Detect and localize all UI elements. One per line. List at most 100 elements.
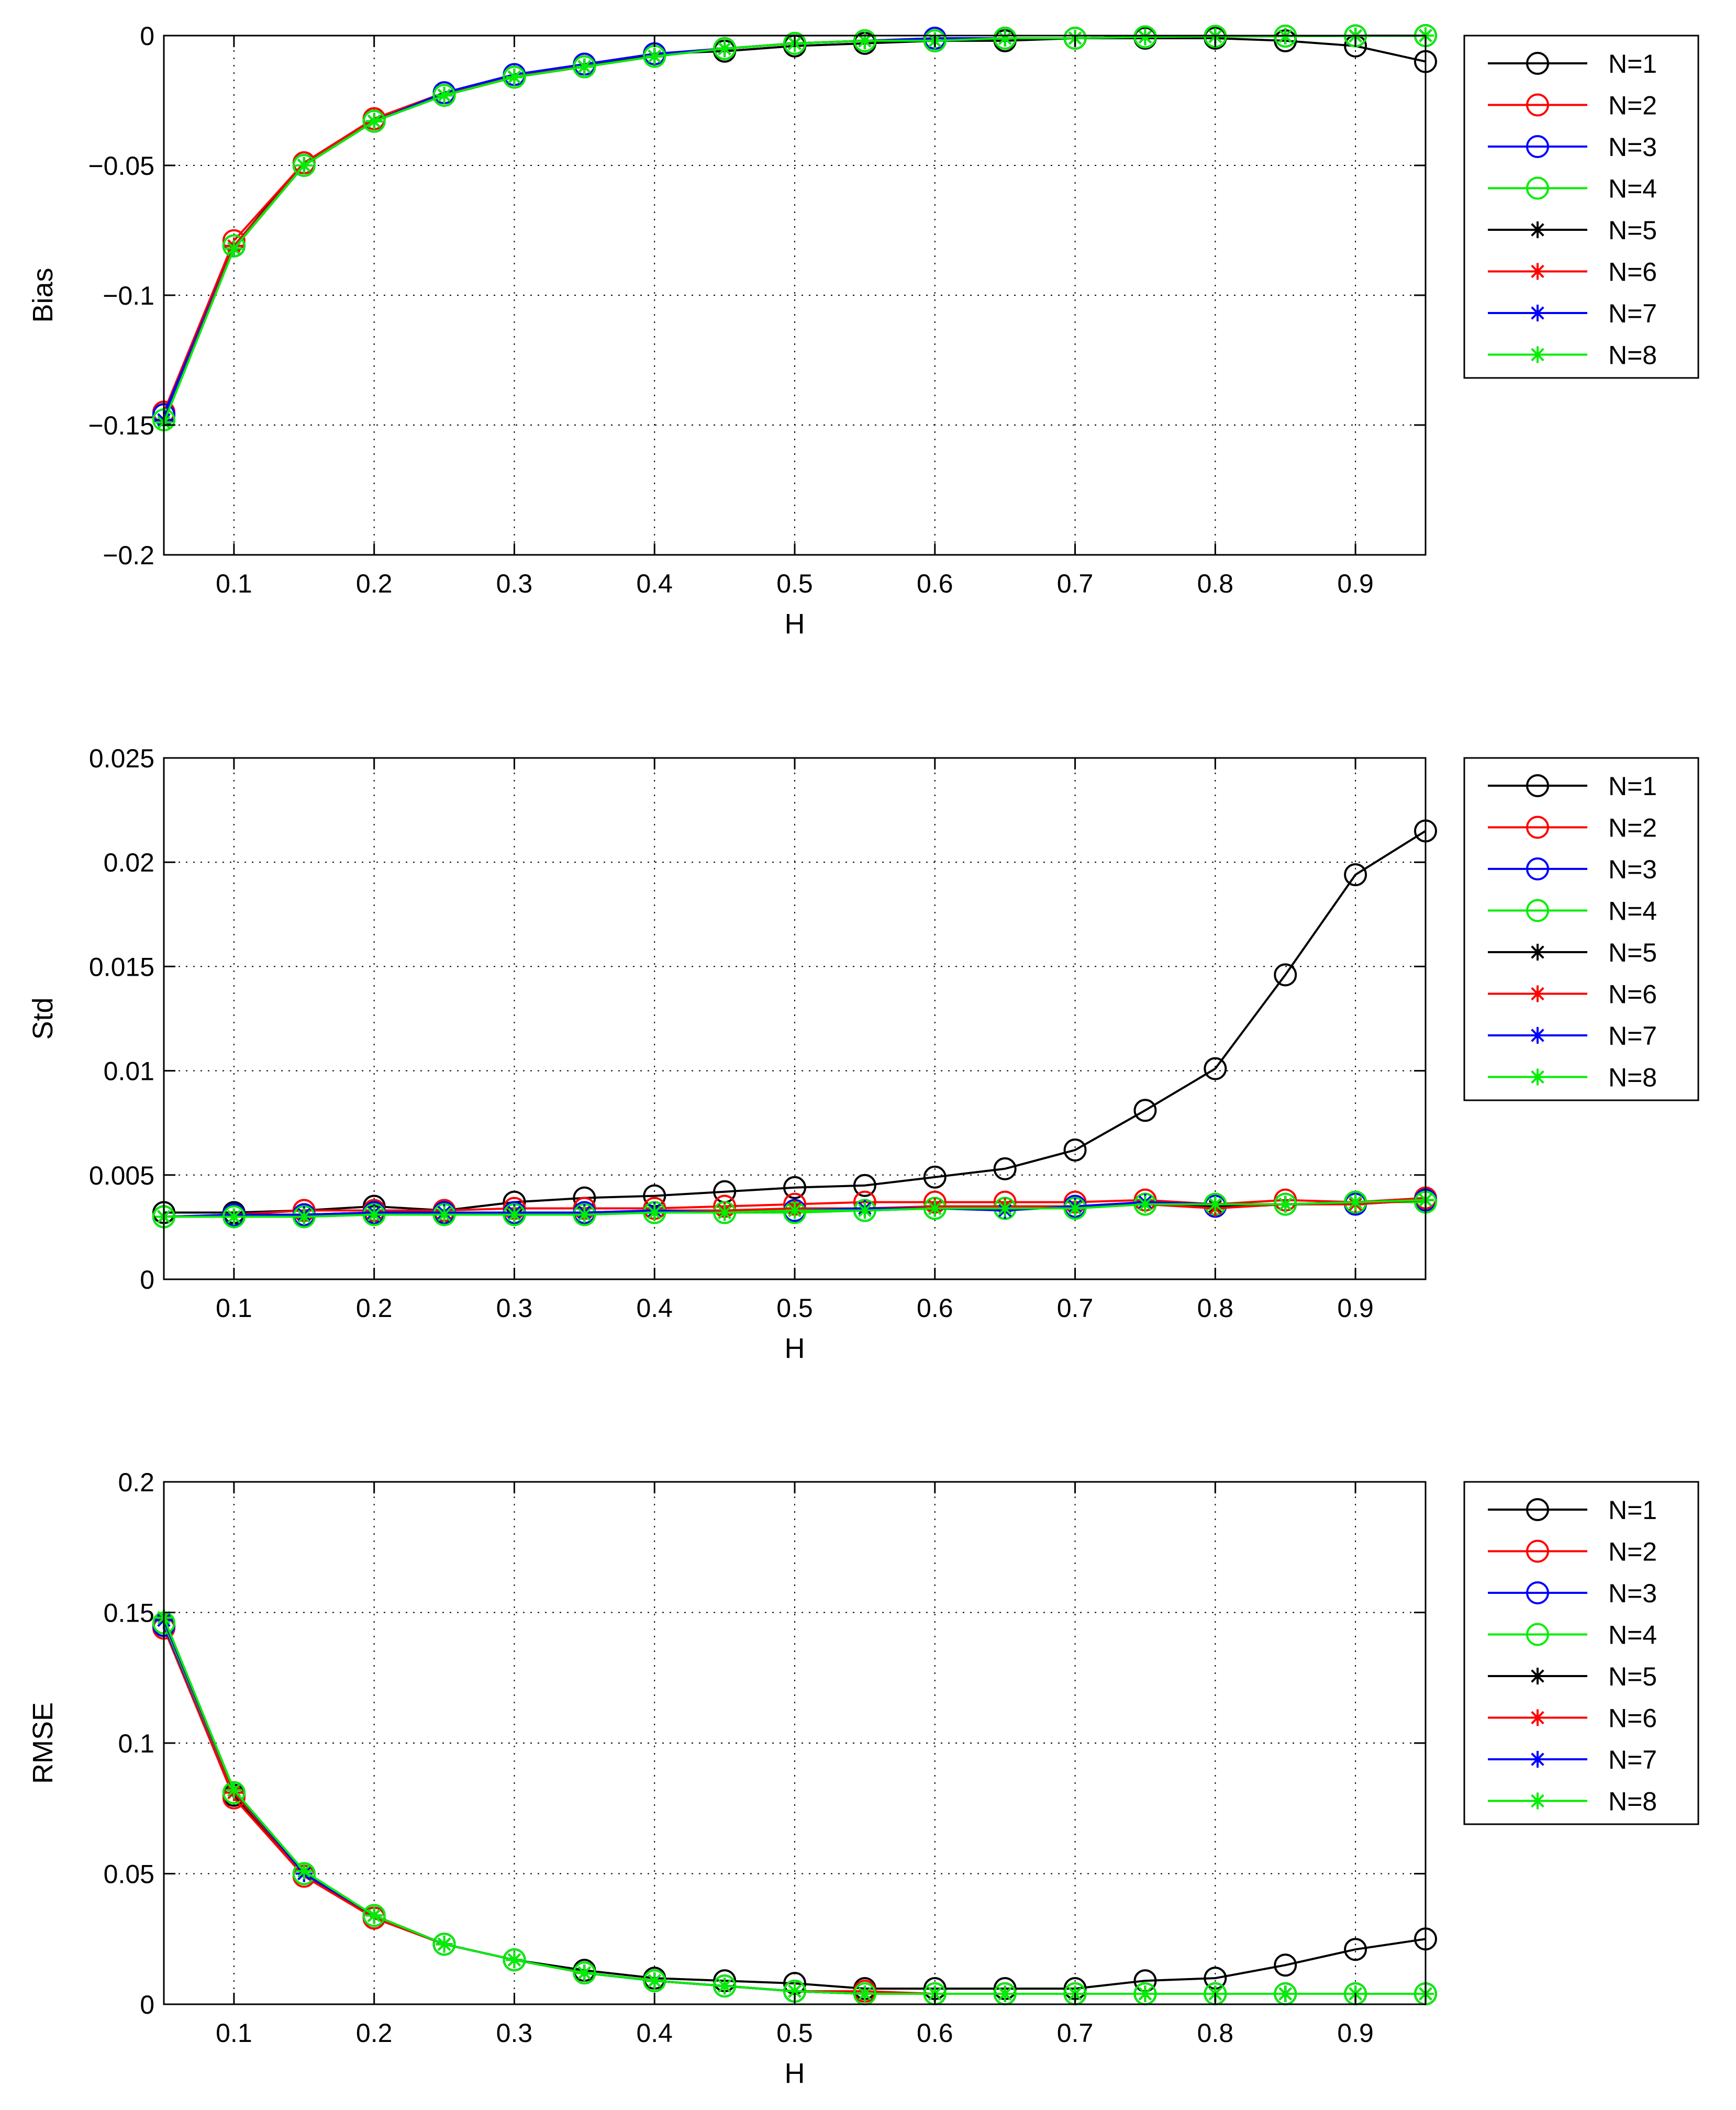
legend-label: N=1 [1608, 49, 1657, 79]
data-point [436, 1936, 453, 1953]
data-point [1277, 1196, 1294, 1213]
data-point [1204, 1057, 1227, 1080]
y-tick-label: 0.05 [104, 1860, 154, 1889]
legend-marker [1529, 1709, 1546, 1726]
x-tick-label: 0.7 [1057, 1293, 1094, 1323]
legend-label: N=2 [1608, 813, 1657, 843]
legend-item: N=4 [1488, 897, 1657, 926]
legend-label: N=8 [1608, 1787, 1657, 1816]
data-point [856, 1985, 873, 2003]
x-tick-label: 0.8 [1197, 1293, 1234, 1323]
x-tick-label: 0.7 [1057, 569, 1094, 598]
x-axis-label: H [785, 608, 805, 640]
legend-item: N=3 [1488, 1579, 1657, 1608]
y-tick-label: 0.005 [89, 1161, 154, 1190]
data-point [365, 1907, 383, 1924]
data-point [1344, 1938, 1367, 1961]
legend-item: N=7 [1488, 299, 1657, 328]
data-point [225, 240, 242, 257]
legend-item: N=8 [1488, 1063, 1657, 1092]
legend-label: N=4 [1608, 174, 1657, 204]
legend-label: N=6 [1608, 1704, 1657, 1733]
legend: N=1 N=2 N=3 N=4 N=5 N=6 N=7 N=8 [1463, 35, 1699, 379]
legend-item: N=7 [1488, 1745, 1657, 1774]
legend-label: N=8 [1608, 1063, 1657, 1092]
legend-marker [1529, 985, 1546, 1002]
y-axis-label: RMSE [27, 1702, 59, 1784]
data-point [856, 32, 873, 49]
legend-label: N=5 [1608, 216, 1657, 245]
legend: N=1 N=2 N=3 N=4 N=5 N=6 N=7 N=8 [1463, 757, 1699, 1101]
legend-label: N=6 [1608, 258, 1657, 287]
legend-label: N=6 [1608, 980, 1657, 1009]
x-tick-label: 0.5 [776, 569, 813, 598]
data-point [1137, 1196, 1154, 1213]
legend-item: N=5 [1488, 938, 1657, 967]
data-point [1137, 1985, 1154, 2003]
legend-item: N=5 [1488, 1662, 1657, 1691]
data-point [365, 1206, 383, 1223]
legend-marker [1526, 816, 1549, 839]
data-point [1274, 963, 1297, 987]
legend-marker [1526, 899, 1549, 922]
legend-label: N=2 [1608, 91, 1657, 120]
data-point [432, 84, 456, 107]
data-point [646, 48, 663, 65]
legend-marker [1526, 1539, 1549, 1563]
y-tick-label: 0.01 [104, 1057, 154, 1086]
data-point [225, 1208, 242, 1225]
x-tick-label: 0.1 [216, 569, 252, 598]
data-point [993, 1157, 1017, 1180]
x-tick-label: 0.4 [636, 2018, 673, 2048]
data-point [716, 1978, 733, 1995]
data-point [1347, 1193, 1364, 1211]
y-tick-label: 0.015 [89, 952, 154, 981]
data-point [926, 1200, 943, 1217]
data-point [292, 154, 316, 177]
legend-marker [1526, 857, 1549, 880]
legend-marker [1529, 1027, 1546, 1044]
data-point [506, 69, 523, 86]
legend-label: N=3 [1608, 1579, 1657, 1608]
legend-label: N=3 [1608, 855, 1657, 884]
data-point [576, 58, 593, 75]
legend-box [1463, 757, 1699, 1101]
data-point [295, 1862, 313, 1880]
legend-item: N=5 [1488, 216, 1657, 245]
data-point [576, 1964, 593, 1982]
legend-box [1463, 35, 1699, 379]
x-tick-label: 0.2 [356, 1293, 393, 1323]
data-point [1277, 1985, 1294, 2003]
x-tick-label: 0.3 [496, 569, 533, 598]
y-tick-label: −0.05 [88, 151, 154, 181]
data-point [1066, 1200, 1084, 1217]
legend-marker [1526, 1581, 1549, 1604]
legend-item: N=2 [1488, 813, 1657, 843]
legend-marker [1526, 93, 1549, 117]
y-tick-label: −0.15 [88, 411, 154, 440]
legend-marker [1529, 1751, 1546, 1768]
data-point [1137, 28, 1154, 46]
y-axis-label: Bias [27, 267, 59, 322]
x-tick-label: 0.5 [776, 2018, 813, 2048]
legend-item: N=8 [1488, 1787, 1657, 1816]
data-point [573, 1961, 596, 1985]
x-tick-label: 0.8 [1197, 569, 1234, 598]
y-tick-label: 0 [140, 21, 154, 51]
data-point [503, 1948, 526, 1972]
legend-marker [1529, 1792, 1546, 1810]
data-point [783, 1176, 806, 1199]
legend-marker [1529, 221, 1546, 238]
legend: N=1 N=2 N=3 N=4 N=5 N=6 N=7 N=8 [1463, 1481, 1699, 1825]
data-point [436, 1206, 453, 1223]
y-axis-label: Std [27, 997, 59, 1040]
data-point [996, 1200, 1014, 1217]
legend-label: N=4 [1608, 1621, 1657, 1650]
y-tick-label: 0 [140, 1990, 154, 2019]
data-point [365, 113, 383, 130]
data-point [432, 1933, 456, 1956]
data-point [923, 1165, 947, 1189]
x-tick-label: 0.6 [917, 569, 953, 598]
legend-label: N=1 [1608, 1495, 1657, 1525]
